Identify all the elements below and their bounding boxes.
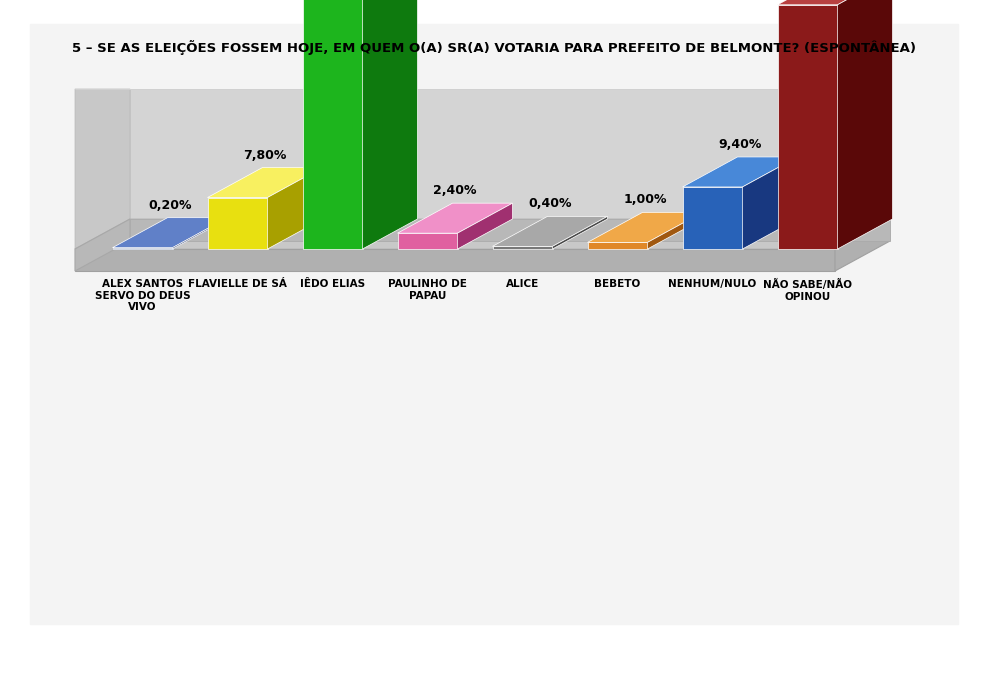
Text: BEBETO: BEBETO (595, 279, 640, 289)
Polygon shape (207, 198, 268, 249)
Polygon shape (75, 249, 835, 271)
Polygon shape (173, 218, 227, 249)
Polygon shape (743, 157, 797, 249)
Polygon shape (552, 217, 608, 249)
Text: PAULINHO DE
PAPAU: PAULINHO DE PAPAU (388, 279, 467, 301)
Polygon shape (130, 219, 890, 241)
Text: 0,20%: 0,20% (148, 199, 192, 212)
Text: 7,80%: 7,80% (243, 149, 287, 162)
Polygon shape (835, 219, 890, 271)
Text: 1,00%: 1,00% (623, 194, 667, 206)
Text: FLAVIELLE DE SÁ: FLAVIELLE DE SÁ (188, 279, 287, 289)
Polygon shape (113, 218, 227, 248)
Polygon shape (457, 203, 513, 249)
Bar (30, 24, 958, 624)
Polygon shape (363, 0, 418, 249)
Polygon shape (302, 0, 363, 249)
Text: 9,40%: 9,40% (718, 138, 762, 151)
Polygon shape (778, 0, 892, 5)
Text: 5 – SE AS ELEIÇÕES FOSSEM HOJE, EM QUEM O(A) SR(A) VOTARIA PARA PREFEITO DE BELM: 5 – SE AS ELEIÇÕES FOSSEM HOJE, EM QUEM … (72, 40, 916, 55)
Text: NENHUM/NULO: NENHUM/NULO (668, 279, 757, 289)
Text: ALEX SANTOS
SERVO DO DEUS
VIVO: ALEX SANTOS SERVO DO DEUS VIVO (95, 279, 191, 312)
Text: 2,40%: 2,40% (434, 184, 477, 197)
Polygon shape (778, 5, 838, 249)
Polygon shape (130, 89, 890, 219)
Polygon shape (683, 157, 797, 187)
Text: IÊDO ELIAS: IÊDO ELIAS (300, 279, 365, 289)
Polygon shape (113, 248, 173, 249)
Polygon shape (588, 213, 702, 242)
Text: 0,40%: 0,40% (529, 198, 572, 210)
Polygon shape (492, 217, 608, 246)
Polygon shape (683, 187, 743, 249)
Polygon shape (75, 89, 130, 249)
Polygon shape (647, 213, 702, 249)
Text: ALICE: ALICE (506, 279, 539, 289)
Polygon shape (397, 233, 457, 249)
Polygon shape (207, 168, 322, 198)
Polygon shape (492, 246, 552, 249)
Polygon shape (397, 203, 513, 233)
Polygon shape (588, 242, 647, 249)
Text: NÃO SABE/NÃO
OPINOU: NÃO SABE/NÃO OPINOU (763, 279, 852, 301)
Polygon shape (838, 0, 892, 249)
Polygon shape (268, 168, 322, 249)
Polygon shape (75, 219, 130, 271)
Polygon shape (75, 219, 890, 249)
